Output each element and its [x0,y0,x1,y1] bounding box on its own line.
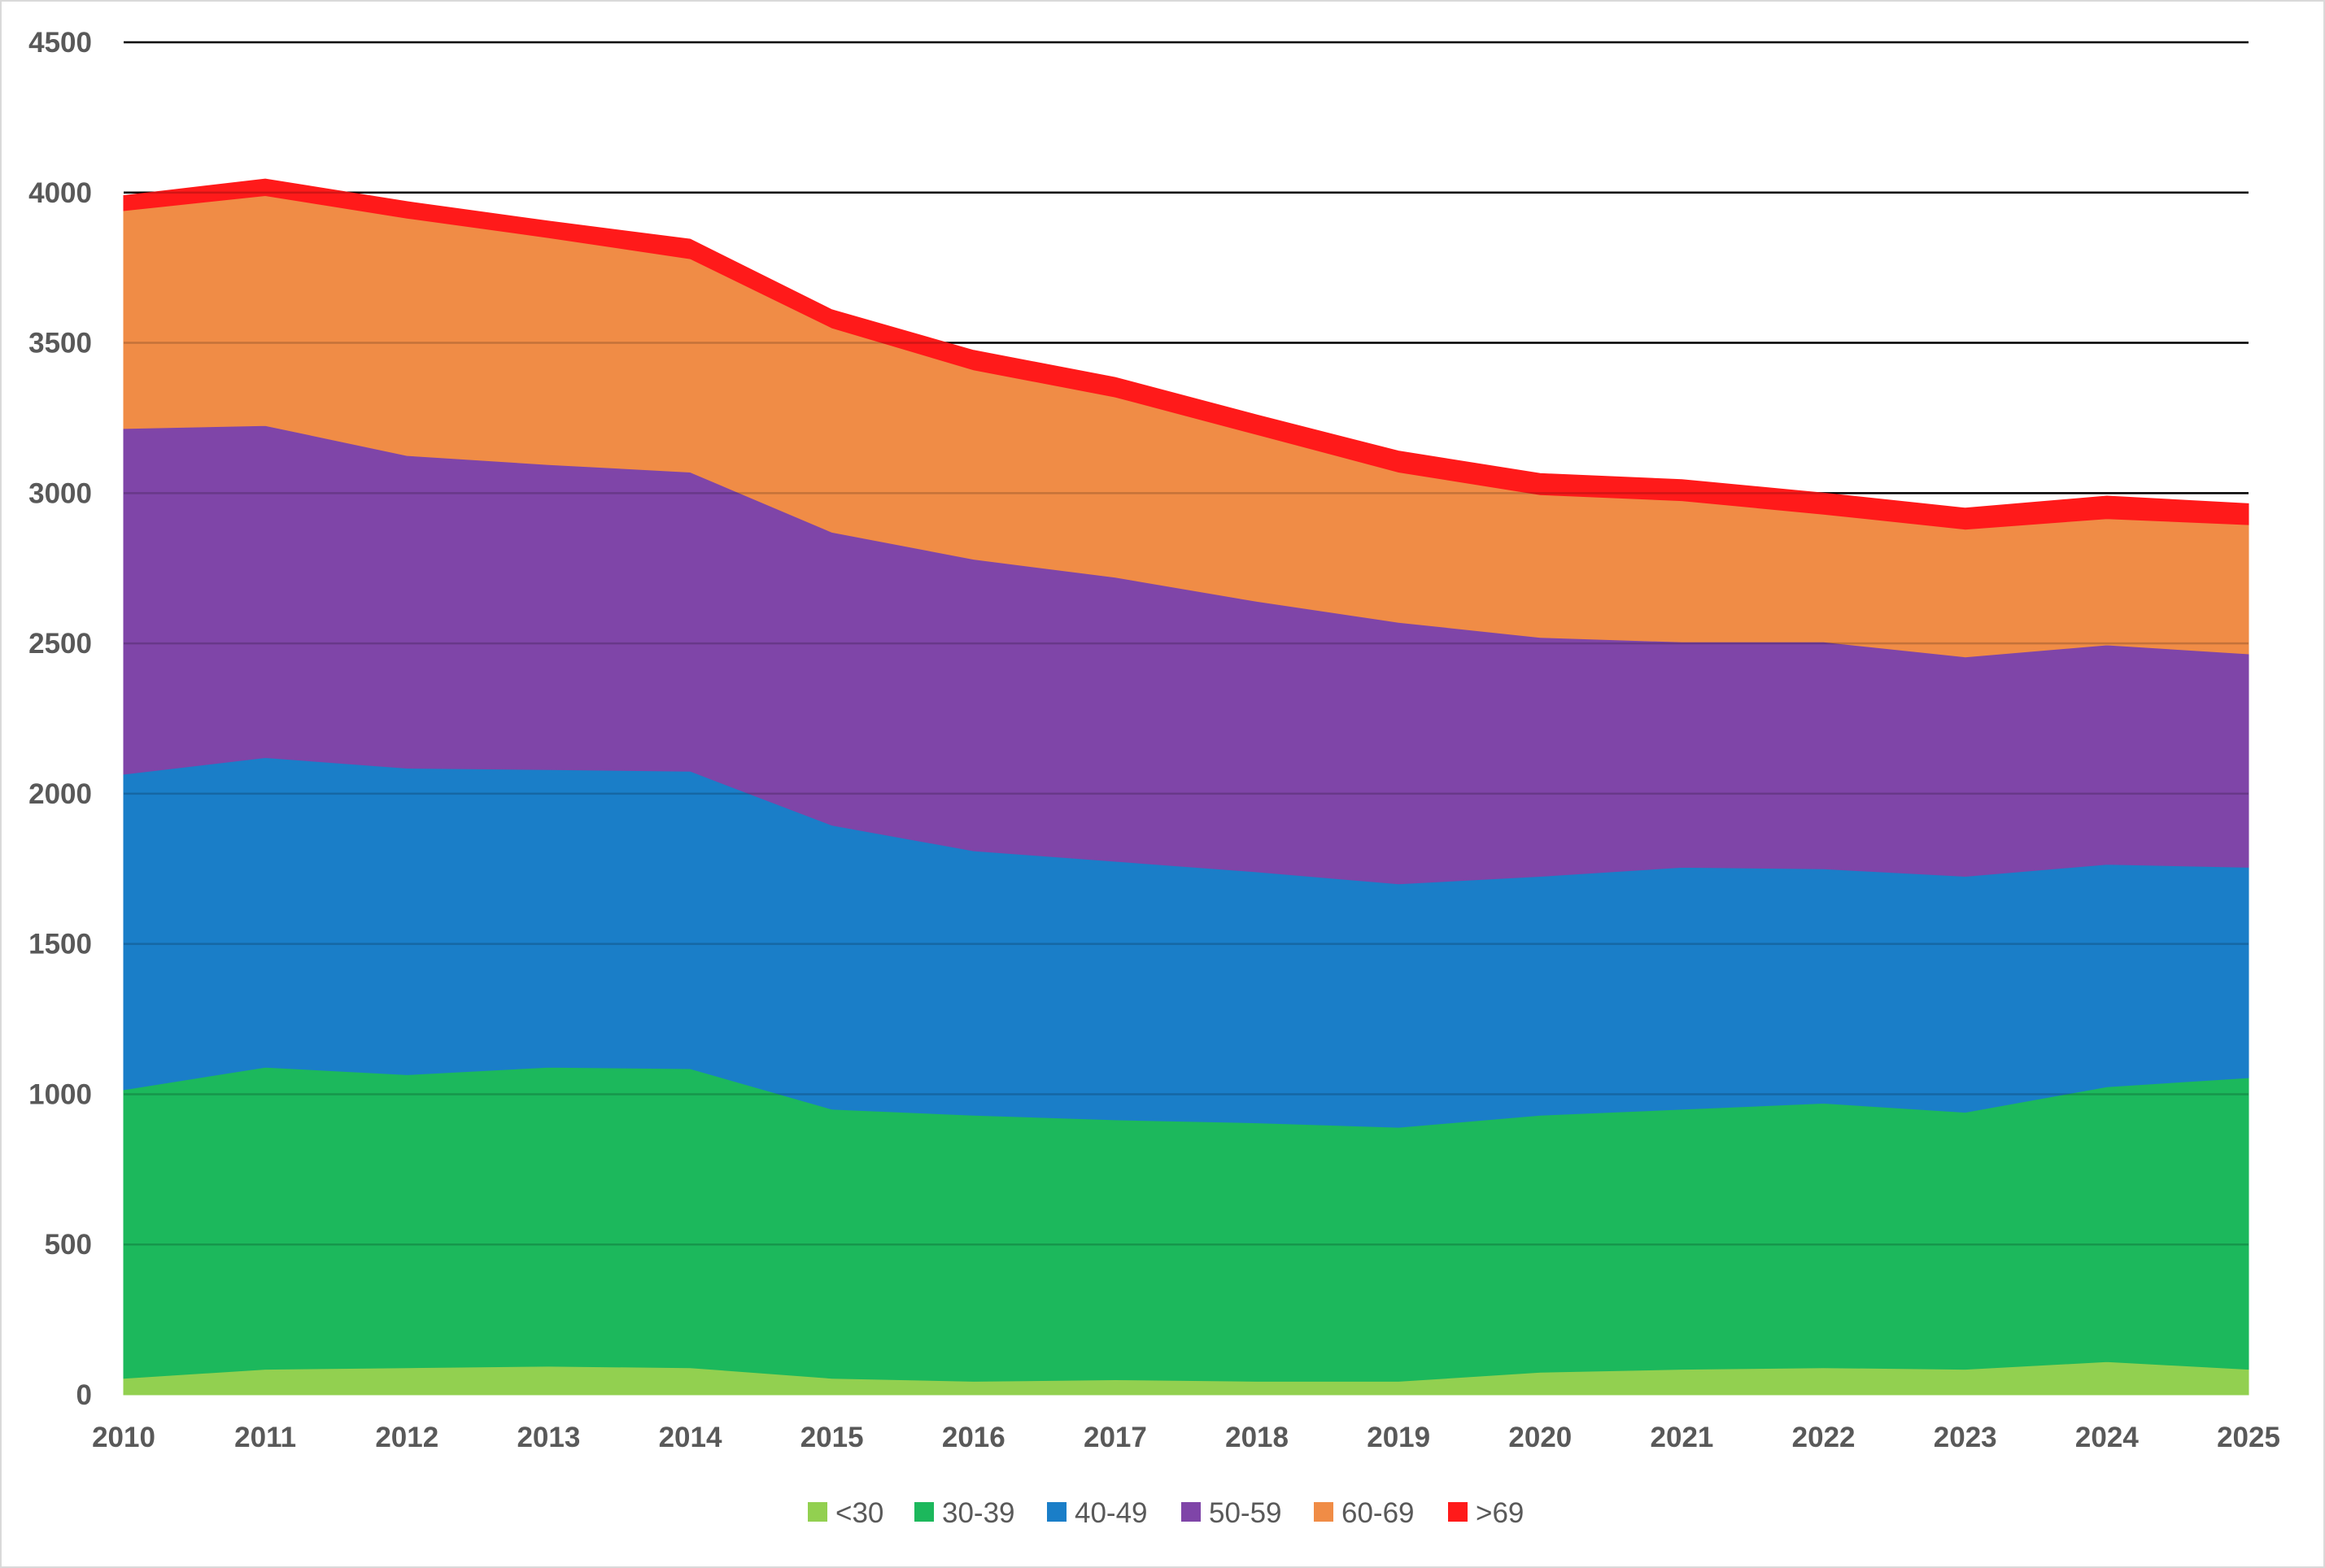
legend-swatch [1181,1502,1201,1522]
legend-label: >69 [1476,1497,1524,1529]
y-tick-label: 4500 [28,27,92,59]
y-tick-label: 500 [45,1229,92,1261]
x-tick-label: 2024 [2075,1422,2139,1453]
x-tick-label: 2014 [659,1422,722,1453]
y-tick-label: 3000 [28,477,92,509]
x-tick-label: 2016 [942,1422,1005,1453]
legend-label: 30-39 [942,1497,1015,1529]
legend-swatch [1314,1502,1333,1522]
legend: <30 30-39 40-49 50-59 60-69 >69 [808,1497,1524,1529]
legend-label: <30 [835,1497,883,1529]
y-tick-label: 1000 [28,1078,92,1110]
legend-label: 40-49 [1075,1497,1148,1529]
legend-swatch [808,1502,827,1522]
x-tick-label: 2025 [2217,1422,2280,1453]
x-tick-label: 2021 [1651,1422,1714,1453]
area-series-5 [123,178,2249,530]
x-tick-label: 2012 [375,1422,438,1453]
legend-swatch [1047,1502,1067,1522]
legend-label: 60-69 [1341,1497,1415,1529]
x-tick-label: 2020 [1508,1422,1572,1453]
x-tick-label: 2019 [1367,1422,1430,1453]
legend-swatch [1448,1502,1468,1522]
x-tick-label: 2018 [1225,1422,1289,1453]
y-tick-label: 1500 [28,929,92,960]
y-axis-tick-labels: 0 500 1000 1500 2000 2500 3000 3500 4000 4500 [28,27,92,1411]
x-tick-label: 2017 [1084,1422,1147,1453]
x-tick-label: 2015 [800,1422,864,1453]
y-tick-label: 0 [76,1379,92,1411]
x-tick-label: 2023 [1934,1422,1997,1453]
y-tick-label: 4000 [28,177,92,209]
x-tick-label: 2010 [92,1422,155,1453]
gridlines-overlay [124,41,2249,1246]
legend-label: 50-59 [1209,1497,1282,1529]
y-tick-label: 2000 [28,778,92,810]
area-series [123,178,2249,1396]
x-tick-label: 2013 [517,1422,580,1453]
x-tick-label: 2011 [234,1422,296,1453]
y-tick-label: 2500 [28,628,92,660]
x-axis-tick-labels: 2010 2011 2012 2013 2014 2015 2016 2017 2018 2019… [92,1422,2280,1453]
x-tick-label: 2022 [1792,1422,1856,1453]
legend-swatch [914,1502,934,1522]
y-tick-label: 3500 [28,328,92,359]
